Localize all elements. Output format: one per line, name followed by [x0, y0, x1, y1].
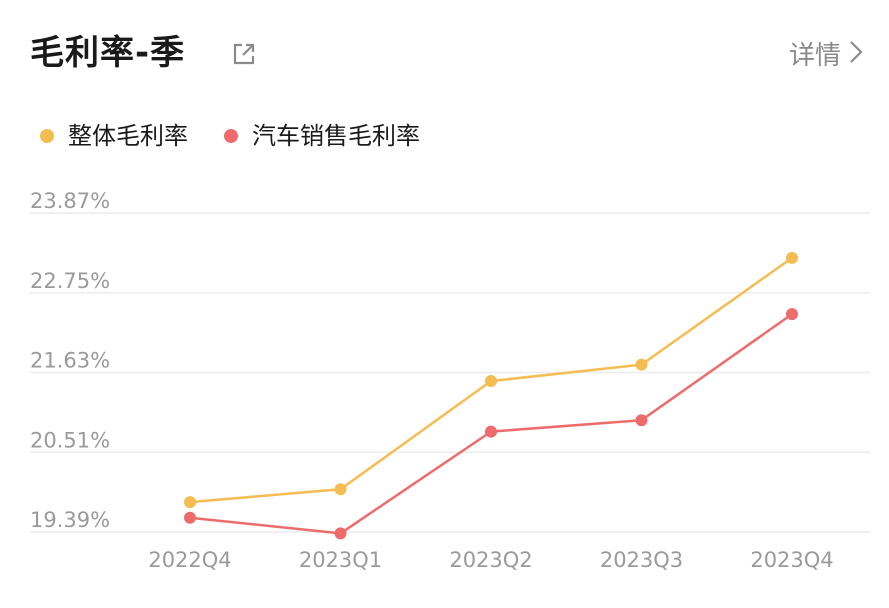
- x-tick-label: 2023Q2: [449, 548, 532, 572]
- x-tick-label: 2023Q1: [299, 548, 382, 572]
- data-point-0-4[interactable]: [786, 251, 798, 264]
- chart-header: 毛利率-季 详情: [0, 0, 889, 110]
- chart-title: 毛利率-季: [30, 33, 186, 73]
- x-tick-label: 2023Q4: [750, 548, 833, 572]
- detail-link[interactable]: 详情: [789, 36, 863, 76]
- y-tick-label: 21.63%: [30, 349, 110, 373]
- chart-legend: 整体毛利率 汽车销售毛利率: [40, 118, 456, 154]
- data-point-0-2[interactable]: [485, 375, 497, 388]
- x-tick-label: 2023Q3: [600, 548, 683, 572]
- y-tick-label: 20.51%: [30, 428, 110, 452]
- chevron-right-icon: [849, 36, 863, 76]
- detail-label: 详情: [788, 41, 841, 71]
- legend-marker-auto-sales-margin: [224, 129, 238, 143]
- data-point-1-3[interactable]: [635, 414, 648, 427]
- series-points: [184, 251, 798, 540]
- gridlines: [30, 212, 870, 533]
- y-tick-label: 22.75%: [30, 269, 110, 293]
- data-point-0-1[interactable]: [334, 483, 347, 496]
- legend-item-gross-margin[interactable]: 整体毛利率: [40, 118, 188, 154]
- x-axis: 2022Q4 2023Q1 2023Q2 2023Q3 2023Q4: [148, 548, 833, 572]
- legend-label: 汽车销售毛利率: [252, 122, 420, 150]
- data-point-0-0[interactable]: [184, 496, 196, 509]
- series-line-1: [189, 313, 793, 535]
- x-tick-label: 2022Q4: [148, 548, 231, 572]
- data-point-1-4[interactable]: [786, 308, 798, 321]
- legend-label: 整体毛利率: [68, 122, 188, 150]
- legend-item-auto-sales-margin[interactable]: 汽车销售毛利率: [224, 118, 420, 154]
- y-tick-label: 23.87%: [30, 189, 110, 213]
- legend-marker-gross-margin: [40, 129, 54, 143]
- y-axis: 23.87% 22.75% 21.63% 20.51% 19.39%: [30, 189, 110, 532]
- series-lines: [189, 256, 793, 535]
- external-link-icon[interactable]: [232, 42, 256, 66]
- data-point-1-0[interactable]: [184, 511, 196, 524]
- data-point-1-1[interactable]: [334, 527, 347, 540]
- data-point-1-2[interactable]: [485, 425, 497, 438]
- data-point-0-3[interactable]: [635, 358, 648, 371]
- y-tick-label: 19.39%: [30, 508, 110, 532]
